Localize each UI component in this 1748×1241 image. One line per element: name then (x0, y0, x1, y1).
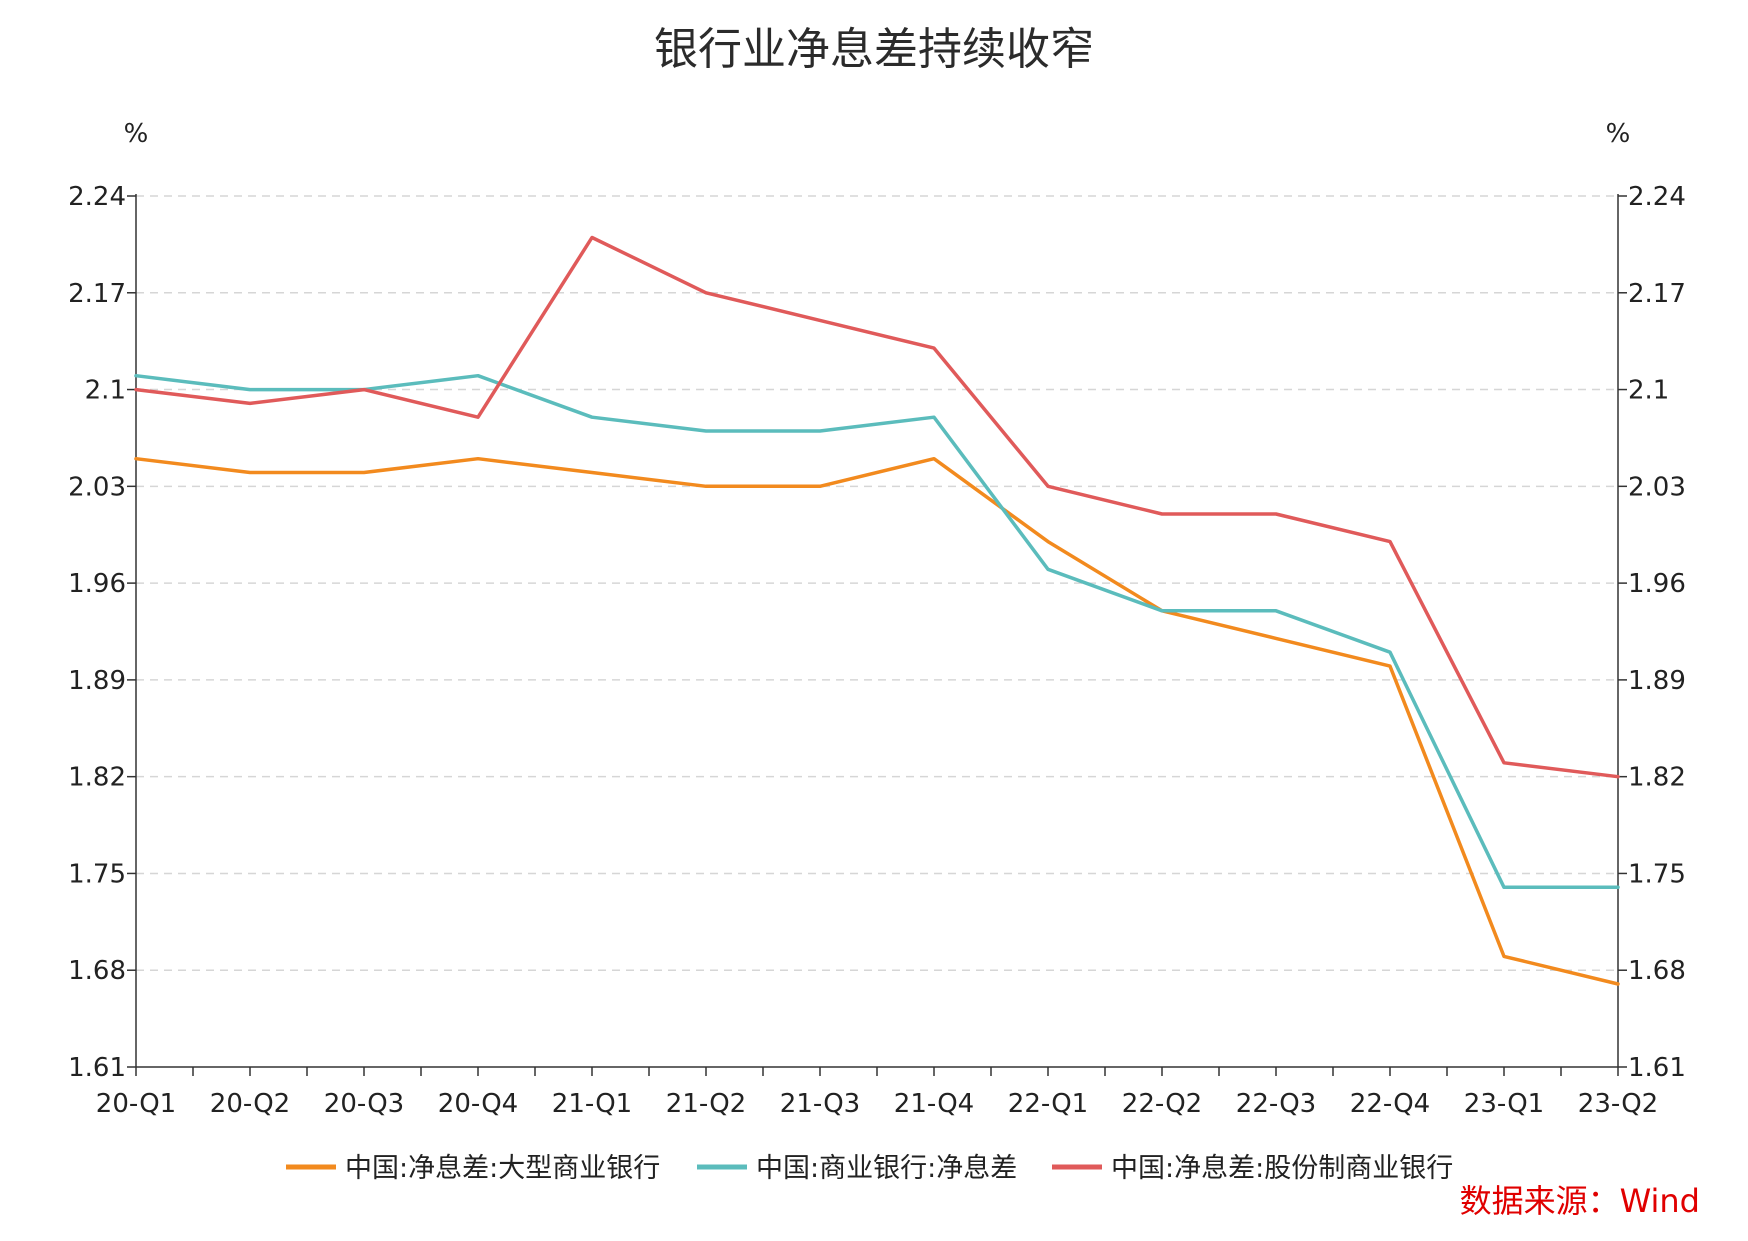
legend: 中国:净息差:大型商业银行 中国:商业银行:净息差 中国:净息差:股份制商业银行 (286, 1153, 1453, 1184)
y-tick-label-left: 2.1 (85, 376, 126, 406)
x-tick-label: 23-Q2 (1578, 1089, 1658, 1119)
y-tick-label-right: 1.61 (1628, 1053, 1686, 1083)
y-tick-label-right: 2.24 (1628, 182, 1686, 212)
y-tick-label-right: 1.75 (1628, 859, 1686, 889)
x-tick-label: 20-Q4 (438, 1089, 518, 1119)
legend-label-3: 中国:净息差:股份制商业银行 (1111, 1153, 1453, 1184)
axes: 1.61 1.61 1.68 1.68 1.75 1.75 1.82 1.82 1.89 1.89… (68, 182, 1686, 1119)
source-note: 数据来源：Wind (1460, 1182, 1700, 1220)
y-tick-label-left: 1.96 (68, 569, 126, 599)
series-line-2 (134, 373, 1620, 890)
y-tick-label-left: 1.82 (68, 763, 126, 793)
gridlines (136, 195, 1618, 971)
x-tick-label: 22-Q2 (1122, 1089, 1202, 1119)
x-tick-label: 21-Q2 (666, 1089, 746, 1119)
x-tick-label: 22-Q4 (1350, 1089, 1430, 1119)
x-tick-label: 20-Q3 (324, 1089, 404, 1119)
y-tick-label-left: 2.17 (68, 279, 126, 309)
y-tick-label-right: 2.17 (1628, 279, 1686, 309)
y-tick-label-right: 1.96 (1628, 569, 1686, 599)
legend-label-2: 中国:商业银行:净息差 (756, 1153, 1017, 1184)
x-tick-label: 21-Q4 (894, 1089, 974, 1119)
y-tick-label-right: 2.03 (1628, 472, 1686, 502)
y-tick-label-right: 1.68 (1628, 956, 1686, 986)
x-tick-label: 22-Q1 (1008, 1089, 1088, 1119)
y-tick-label-left: 1.61 (68, 1053, 126, 1083)
legend-label-1: 中国:净息差:大型商业银行 (345, 1153, 660, 1184)
series-line-3 (134, 235, 1620, 779)
y-axis-unit-left: % (124, 119, 149, 149)
x-tick-label: 20-Q2 (210, 1089, 290, 1119)
y-tick-label-right: 1.82 (1628, 763, 1686, 793)
x-tick-label: 22-Q3 (1236, 1089, 1316, 1119)
series-line-1 (134, 456, 1620, 986)
y-tick-label-left: 1.75 (68, 859, 126, 889)
series-lines (134, 235, 1620, 986)
y-tick-label-right: 2.1 (1628, 376, 1669, 406)
x-tick-label: 21-Q3 (780, 1089, 860, 1119)
y-tick-label-right: 1.89 (1628, 666, 1686, 696)
y-axis-unit-right: % (1606, 119, 1631, 149)
y-tick-label-left: 1.89 (68, 666, 126, 696)
y-tick-label-left: 1.68 (68, 956, 126, 986)
chart-title: 银行业净息差持续收窄 (654, 24, 1094, 75)
x-tick-label: 23-Q1 (1464, 1089, 1544, 1119)
y-tick-label-left: 2.03 (68, 472, 126, 502)
x-tick-label: 21-Q1 (552, 1089, 632, 1119)
y-tick-label-left: 2.24 (68, 182, 126, 212)
x-tick-label: 20-Q1 (96, 1089, 176, 1119)
